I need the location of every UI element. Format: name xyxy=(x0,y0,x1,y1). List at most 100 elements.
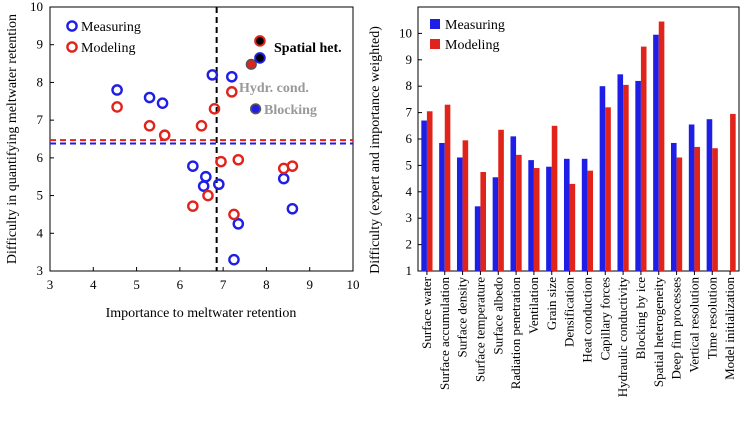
bar-category-label: Vertical resolution xyxy=(686,277,701,373)
bar-category-label: Surface density xyxy=(455,277,470,358)
bar-y-tick-label: 7 xyxy=(406,105,413,120)
x-tick-label: 3 xyxy=(47,277,54,292)
y-tick-label: 5 xyxy=(37,188,44,203)
modeling-point xyxy=(228,208,240,221)
measuring-bar xyxy=(635,80,641,271)
modeling-bar xyxy=(498,129,504,271)
measuring-point xyxy=(232,218,245,230)
modeling-point xyxy=(208,103,221,115)
x-tick-label: 5 xyxy=(133,277,140,292)
measuring-bar xyxy=(706,119,713,271)
scatter-reference-lines xyxy=(50,7,353,271)
legend-modeling-label: Modeling xyxy=(81,41,135,56)
scatter-x-axis-label: Importance to meltwater retention xyxy=(106,306,297,321)
legend-measuring-marker xyxy=(66,20,78,32)
modeling-point xyxy=(215,155,227,168)
scatter-plot-frame xyxy=(49,6,354,272)
bar-legend-modeling-label: Modeling xyxy=(445,38,499,53)
bar-y-tick-label: 4 xyxy=(406,184,413,199)
modeling-point xyxy=(143,120,156,132)
bar-y-axis-label: Difficulty (expert and importance weight… xyxy=(368,26,383,274)
measuring-point xyxy=(206,69,219,81)
bar-category-label: Model initialization xyxy=(722,277,737,380)
bar-category-label: Heat conduction xyxy=(579,277,594,363)
measuring-bar xyxy=(510,136,517,271)
bar-category-label: Spatial heterogeneity xyxy=(651,277,666,388)
bar-category-label: Ventilation xyxy=(526,277,541,335)
measuring-point xyxy=(277,172,290,185)
y-tick-label: 10 xyxy=(30,0,43,14)
modeling-point xyxy=(195,120,208,132)
modeling-bar xyxy=(730,113,736,271)
measuring-point xyxy=(200,170,212,183)
modeling-bar xyxy=(605,107,611,271)
measuring-point xyxy=(156,97,169,109)
measuring-bar xyxy=(456,157,463,271)
measuring-bar xyxy=(439,142,445,271)
x-tick-label: 6 xyxy=(177,277,184,292)
x-tick-label: 7 xyxy=(220,277,227,292)
measuring-bar xyxy=(688,124,695,271)
bar-legend-modeling-swatch xyxy=(430,39,440,49)
scatter-chart: 3 4 5 6 7 8 9 10 3 4 5 6 7 8 9 10 Measuring Modeling Spa… xyxy=(5,0,360,321)
measuring-bar xyxy=(528,160,534,271)
spatial-het-modeling-point xyxy=(254,35,266,47)
scatter-y-axis-label: Difficulty in quantifying meltwater rete… xyxy=(5,14,20,264)
measuring-bar xyxy=(617,74,624,271)
modeling-point xyxy=(225,86,238,98)
y-tick-label: 4 xyxy=(37,225,44,240)
x-tick-label: 10 xyxy=(347,277,360,292)
bar-category-labels: Surface water Surface accumulation Surface… xyxy=(419,276,737,397)
modeling-point xyxy=(202,189,214,202)
bar-legend: Measuring Modeling xyxy=(430,18,505,53)
bar-axis-ticks: 1 2 3 4 5 6 7 8 9 10 xyxy=(399,25,731,278)
measuring-point xyxy=(197,180,210,192)
bar-category-label: Grain size xyxy=(544,277,559,330)
modeling-point xyxy=(158,129,171,142)
modeling-bar xyxy=(694,146,701,271)
annotation-spatial-het: Spatial het. xyxy=(274,41,342,56)
modeling-bar xyxy=(587,170,594,271)
bar-category-label: Surface water xyxy=(419,276,434,348)
bar-legend-measuring-label: Measuring xyxy=(445,18,505,33)
y-tick-label: 9 xyxy=(37,37,44,52)
modeling-point xyxy=(232,153,245,166)
scatter-legend: Measuring Modeling xyxy=(66,20,141,56)
measuring-point xyxy=(228,253,240,266)
bar-y-tick-label: 5 xyxy=(406,157,413,172)
modeling-bar xyxy=(623,84,629,271)
measuring-bar xyxy=(670,142,677,271)
measuring-point xyxy=(286,202,299,215)
bar-category-label: Surface temperature xyxy=(472,277,487,382)
measuring-bar xyxy=(563,158,570,271)
annotation-blocking: Blocking xyxy=(264,103,317,118)
measuring-point xyxy=(143,91,156,104)
bar-category-label: Time resolution xyxy=(704,277,719,360)
blocking-measuring-point xyxy=(250,103,262,115)
measuring-point xyxy=(111,84,123,96)
spatial-het-measuring-point xyxy=(254,52,266,64)
modeling-bar xyxy=(444,104,451,272)
scatter-annotations: Spatial het. Hydr. cond. Blocking xyxy=(239,35,342,118)
modeling-bar xyxy=(426,111,433,271)
bar-series xyxy=(421,21,736,272)
y-tick-label: 7 xyxy=(37,112,44,127)
modeling-point xyxy=(286,160,299,172)
measuring-point xyxy=(213,178,225,191)
modeling-point xyxy=(187,200,199,212)
scatter-axis-ticks: 3 4 5 6 7 8 9 10 3 4 5 6 7 8 9 10 xyxy=(30,0,360,292)
bar-y-tick-label: 8 xyxy=(406,78,413,93)
modeling-bar xyxy=(658,21,665,271)
scatter-points xyxy=(111,69,299,266)
modeling-bar xyxy=(516,154,522,271)
modeling-bar xyxy=(533,168,540,271)
bar-y-tick-label: 6 xyxy=(406,131,413,146)
x-tick-label: 9 xyxy=(306,277,313,292)
measuring-bar xyxy=(492,177,499,271)
measuring-bar xyxy=(581,158,588,271)
x-tick-label: 8 xyxy=(263,277,270,292)
measuring-point xyxy=(225,70,238,83)
y-tick-label: 3 xyxy=(37,263,44,278)
hydr-cond-modeling-point xyxy=(245,58,257,70)
modeling-bar xyxy=(676,157,683,271)
